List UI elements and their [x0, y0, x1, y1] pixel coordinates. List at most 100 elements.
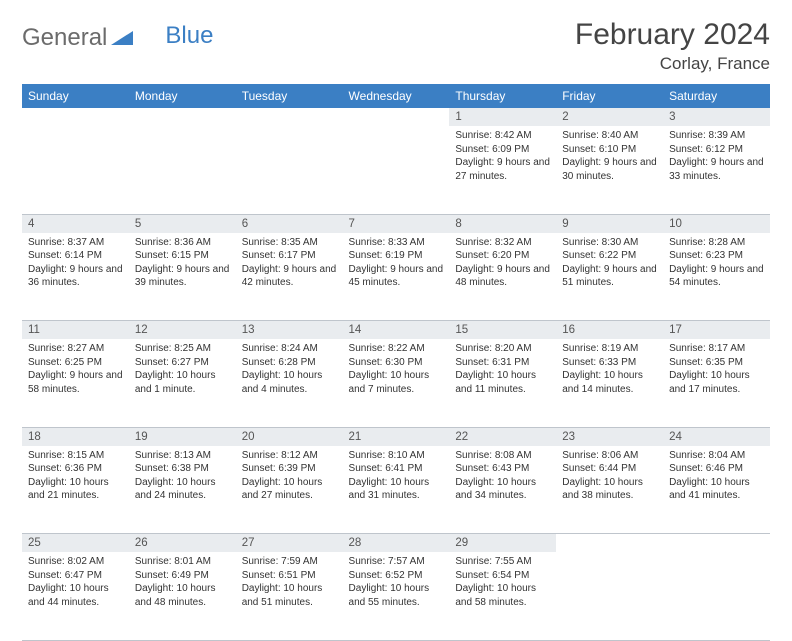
- daylight-line: Daylight: 10 hours and 55 minutes.: [349, 582, 444, 609]
- sunset-line: Sunset: 6:27 PM: [135, 356, 230, 370]
- daylight-line: Daylight: 10 hours and 4 minutes.: [242, 369, 337, 396]
- weekday-header: Sunday: [22, 84, 129, 108]
- sunset-line: Sunset: 6:17 PM: [242, 249, 337, 263]
- day-number-cell: 18: [22, 427, 129, 446]
- day-number-cell: 6: [236, 214, 343, 233]
- sunset-line: Sunset: 6:35 PM: [669, 356, 764, 370]
- sunrise-line: Sunrise: 8:37 AM: [28, 236, 123, 250]
- daylight-line: Daylight: 10 hours and 11 minutes.: [455, 369, 550, 396]
- day-body-row: Sunrise: 8:15 AMSunset: 6:36 PMDaylight:…: [22, 446, 770, 534]
- day-body-cell: Sunrise: 8:02 AMSunset: 6:47 PMDaylight:…: [22, 552, 129, 640]
- daylight-line: Daylight: 10 hours and 21 minutes.: [28, 476, 123, 503]
- day-body-cell: Sunrise: 8:37 AMSunset: 6:14 PMDaylight:…: [22, 233, 129, 321]
- sunset-line: Sunset: 6:36 PM: [28, 462, 123, 476]
- day-number-cell: 12: [129, 321, 236, 340]
- day-number-cell: 20: [236, 427, 343, 446]
- day-body-cell: Sunrise: 8:01 AMSunset: 6:49 PMDaylight:…: [129, 552, 236, 640]
- sunset-line: Sunset: 6:14 PM: [28, 249, 123, 263]
- day-number-cell: 22: [449, 427, 556, 446]
- weekday-header: Tuesday: [236, 84, 343, 108]
- day-body-row: Sunrise: 8:37 AMSunset: 6:14 PM Daylight:…: [22, 233, 770, 321]
- sunset-line: Sunset: 6:10 PM: [562, 143, 657, 157]
- sunset-line: Sunset: 6:28 PM: [242, 356, 337, 370]
- sunrise-line: Sunrise: 8:08 AM: [455, 449, 550, 463]
- day-number-cell: [663, 534, 770, 553]
- sunrise-line: Sunrise: 8:24 AM: [242, 342, 337, 356]
- day-number-cell: 3: [663, 108, 770, 126]
- title-block: February 2024 Corlay, France: [575, 18, 770, 74]
- day-body-cell: Sunrise: 8:10 AMSunset: 6:41 PMDaylight:…: [343, 446, 450, 534]
- day-body-row: Sunrise: 8:02 AMSunset: 6:47 PMDaylight:…: [22, 552, 770, 640]
- daylight-line: Daylight: 10 hours and 38 minutes.: [562, 476, 657, 503]
- sunrise-line: Sunrise: 8:20 AM: [455, 342, 550, 356]
- daylight-line: Daylight: 9 hours and 48 minutes.: [455, 263, 550, 290]
- sunset-line: Sunset: 6:52 PM: [349, 569, 444, 583]
- daylight-line: Daylight: 9 hours and 45 minutes.: [349, 263, 444, 290]
- sunset-line: Sunset: 6:31 PM: [455, 356, 550, 370]
- day-body-cell: Sunrise: 8:32 AMSunset: 6:20 PMDaylight:…: [449, 233, 556, 321]
- day-body-cell: Sunrise: 8:28 AMSunset: 6:23 PMDaylight:…: [663, 233, 770, 321]
- sunset-line: Sunset: 6:15 PM: [135, 249, 230, 263]
- day-number-cell: 15: [449, 321, 556, 340]
- daylight-line: Daylight: 10 hours and 7 minutes.: [349, 369, 444, 396]
- day-number-cell: 10: [663, 214, 770, 233]
- day-body-cell: [236, 126, 343, 214]
- sunset-line: Sunset: 6:30 PM: [349, 356, 444, 370]
- day-body-cell: Sunrise: 8:33 AMSunset: 6:19 PMDaylight:…: [343, 233, 450, 321]
- sunrise-line: Sunrise: 8:15 AM: [28, 449, 123, 463]
- day-body-cell: Sunrise: 8:19 AMSunset: 6:33 PMDaylight:…: [556, 339, 663, 427]
- sunrise-line: Sunrise: 8:42 AM: [455, 129, 550, 143]
- sunrise-line: Sunrise: 7:55 AM: [455, 555, 550, 569]
- daylight-line: Daylight: 10 hours and 34 minutes.: [455, 476, 550, 503]
- day-number-cell: 1: [449, 108, 556, 126]
- day-number-cell: 21: [343, 427, 450, 446]
- day-number-cell: 14: [343, 321, 450, 340]
- sunset-line: Sunset: 6:23 PM: [669, 249, 764, 263]
- sunrise-line: Sunrise: 8:33 AM: [349, 236, 444, 250]
- day-number-cell: 27: [236, 534, 343, 553]
- daynum-row: 123: [22, 108, 770, 126]
- daylight-line: Daylight: 9 hours and 39 minutes.: [135, 263, 230, 290]
- day-number-cell: 23: [556, 427, 663, 446]
- weekday-header: Friday: [556, 84, 663, 108]
- daylight-line: Daylight: 10 hours and 41 minutes.: [669, 476, 764, 503]
- day-number-cell: 2: [556, 108, 663, 126]
- logo-text-1: General: [22, 24, 107, 52]
- day-number-cell: 24: [663, 427, 770, 446]
- day-number-cell: [556, 534, 663, 553]
- sunset-line: Sunset: 6:12 PM: [669, 143, 764, 157]
- day-number-cell: 25: [22, 534, 129, 553]
- calendar-table: Sunday Monday Tuesday Wednesday Thursday…: [22, 84, 770, 641]
- day-body-cell: Sunrise: 8:25 AMSunset: 6:27 PMDaylight:…: [129, 339, 236, 427]
- weekday-header-row: Sunday Monday Tuesday Wednesday Thursday…: [22, 84, 770, 108]
- day-body-cell: Sunrise: 8:20 AMSunset: 6:31 PMDaylight:…: [449, 339, 556, 427]
- sunset-line: Sunset: 6:49 PM: [135, 569, 230, 583]
- day-body-cell: Sunrise: 8:13 AMSunset: 6:38 PMDaylight:…: [129, 446, 236, 534]
- sunrise-line: Sunrise: 8:10 AM: [349, 449, 444, 463]
- day-number-cell: 29: [449, 534, 556, 553]
- daylight-line: Daylight: 10 hours and 31 minutes.: [349, 476, 444, 503]
- day-body-cell: Sunrise: 8:39 AMSunset: 6:12 PMDaylight:…: [663, 126, 770, 214]
- sunset-line: Sunset: 6:33 PM: [562, 356, 657, 370]
- daylight-line: Daylight: 9 hours and 54 minutes.: [669, 263, 764, 290]
- sunrise-line: Sunrise: 8:19 AM: [562, 342, 657, 356]
- weekday-header: Thursday: [449, 84, 556, 108]
- daylight-line: Daylight: 10 hours and 17 minutes.: [669, 369, 764, 396]
- day-body-cell: Sunrise: 8:04 AMSunset: 6:46 PMDaylight:…: [663, 446, 770, 534]
- daynum-row: 2526272829: [22, 534, 770, 553]
- header: General Blue February 2024 Corlay, Franc…: [22, 18, 770, 74]
- day-body-cell: [556, 552, 663, 640]
- sunrise-line: Sunrise: 8:01 AM: [135, 555, 230, 569]
- day-number-cell: 16: [556, 321, 663, 340]
- daylight-line: Daylight: 9 hours and 27 minutes.: [455, 156, 550, 183]
- day-body-cell: [129, 126, 236, 214]
- sunrise-line: Sunrise: 8:06 AM: [562, 449, 657, 463]
- sunset-line: Sunset: 6:54 PM: [455, 569, 550, 583]
- day-number-cell: [343, 108, 450, 126]
- sunset-line: Sunset: 6:51 PM: [242, 569, 337, 583]
- day-body-cell: Sunrise: 8:06 AMSunset: 6:44 PMDaylight:…: [556, 446, 663, 534]
- daylight-line: Daylight: 10 hours and 44 minutes.: [28, 582, 123, 609]
- sunrise-line: Sunrise: 8:40 AM: [562, 129, 657, 143]
- daylight-line: Daylight: 10 hours and 24 minutes.: [135, 476, 230, 503]
- day-number-cell: 17: [663, 321, 770, 340]
